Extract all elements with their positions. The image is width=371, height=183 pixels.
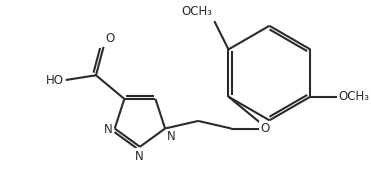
Text: O: O	[260, 122, 270, 135]
Text: N: N	[104, 123, 113, 136]
Text: N: N	[167, 130, 176, 143]
Text: O: O	[105, 32, 115, 45]
Text: N: N	[135, 150, 143, 163]
Text: OCH₃: OCH₃	[181, 5, 213, 18]
Text: HO: HO	[46, 74, 64, 87]
Text: OCH₃: OCH₃	[339, 90, 370, 103]
